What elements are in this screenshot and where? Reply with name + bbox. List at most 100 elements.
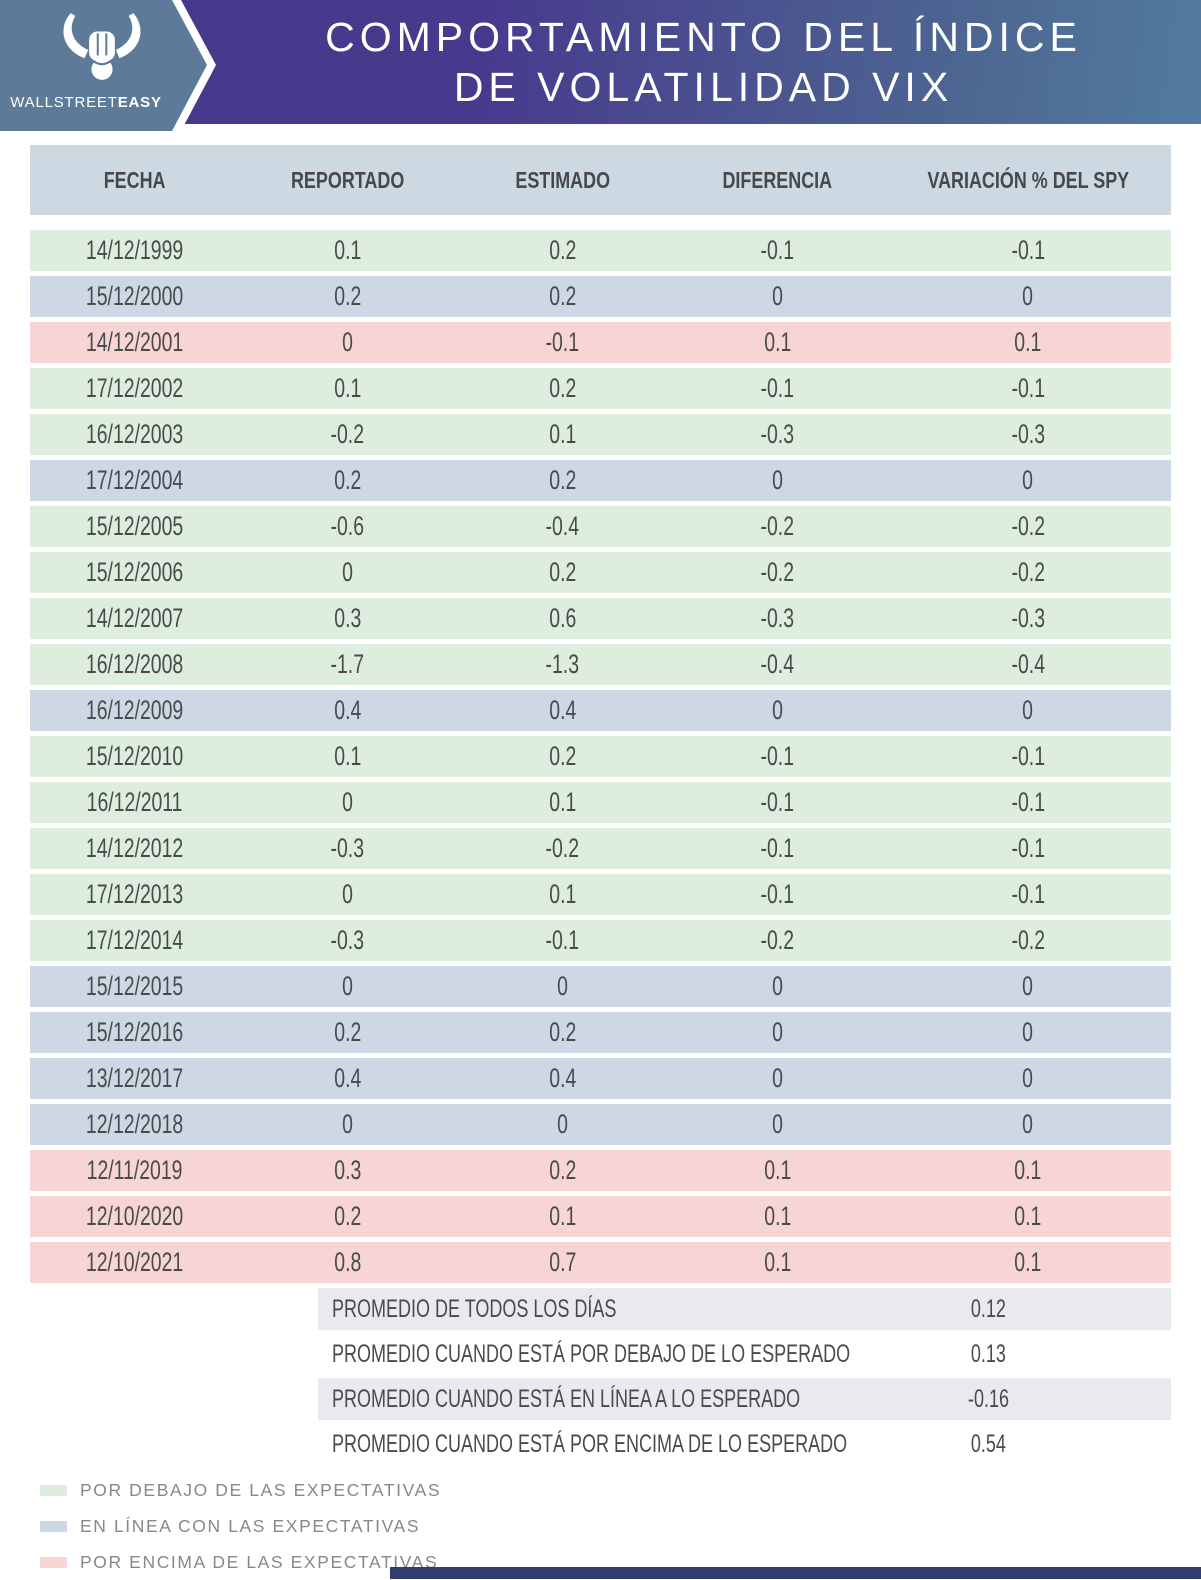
cell-reportado: 0.8 — [240, 1247, 455, 1278]
table-row: 16/12/2008 -1.7 -1.3 -0.4 -0.4 — [30, 644, 1171, 685]
cell-fecha: 13/12/2017 — [30, 1063, 240, 1094]
cell-reportado-value: 0.2 — [333, 1201, 362, 1231]
summary-section: PROMEDIO DE TODOS LOS DÍAS 0.12 PROMEDIO… — [318, 1288, 1171, 1465]
summary-value-cell: 0.13 — [908, 1340, 1068, 1369]
cell-fecha: 17/12/2014 — [30, 925, 240, 956]
cell-estimado-value: -0.1 — [545, 327, 580, 357]
cell-fecha-value: 16/12/2011 — [87, 787, 183, 817]
cell-variacion-spy-value: -0.1 — [1011, 879, 1045, 909]
vix-table: FECHA REPORTADO ESTIMADO DIFERENCIA VARI… — [30, 145, 1171, 1580]
logo-text: WALLSTREETEASY — [0, 94, 172, 111]
cell-reportado-value: 0 — [342, 971, 353, 1001]
cell-estimado: 0 — [455, 1109, 670, 1140]
cell-diferencia: -0.1 — [670, 833, 885, 864]
legend-swatch-icon — [40, 1484, 67, 1496]
cell-variacion-spy: 0 — [885, 971, 1171, 1002]
cell-variacion-spy-value: 0.1 — [1014, 327, 1042, 357]
cell-estimado: 0.1 — [455, 419, 670, 450]
cell-reportado-value: 0.2 — [333, 465, 362, 495]
title-line-2: DE VOLATILIDAD VIX — [453, 64, 954, 110]
legend-item: POR ENCIMA DE LAS EXPECTATIVAS — [40, 1544, 1171, 1580]
cell-fecha-value: 15/12/2015 — [86, 971, 184, 1001]
cell-variacion-spy: 0.1 — [885, 1155, 1171, 1186]
cell-estimado-value: 0.2 — [548, 235, 577, 265]
cell-variacion-spy: 0.1 — [885, 327, 1171, 358]
cell-fecha-value: 16/12/2003 — [86, 419, 184, 449]
cell-variacion-spy: 0 — [885, 1109, 1171, 1140]
cell-estimado-value: 0.7 — [548, 1247, 577, 1277]
cell-variacion-spy-value: 0 — [1022, 695, 1034, 725]
cell-fecha: 12/11/2019 — [30, 1155, 240, 1186]
summary-row: PROMEDIO DE TODOS LOS DÍAS 0.12 — [318, 1288, 1171, 1330]
cell-variacion-spy-value: -0.4 — [1011, 649, 1045, 679]
cell-estimado: 0.2 — [455, 1017, 670, 1048]
table-row: 12/11/2019 0.3 0.2 0.1 0.1 — [30, 1150, 1171, 1191]
cell-reportado-value: -1.7 — [330, 649, 365, 679]
cell-diferencia-value: 0.1 — [763, 1247, 792, 1277]
cell-estimado-value: -0.2 — [545, 833, 580, 863]
logo-block: WALLSTREETEASY — [0, 0, 216, 131]
cell-variacion-spy-value: -0.1 — [1011, 235, 1045, 265]
summary-row: PROMEDIO CUANDO ESTÁ POR ENCIMA DE LO ES… — [318, 1423, 1171, 1465]
cell-fecha: 16/12/2009 — [30, 695, 240, 726]
cell-reportado-value: 0 — [342, 557, 353, 587]
cell-fecha-value: 17/12/2004 — [86, 465, 184, 495]
cell-reportado: -0.2 — [240, 419, 455, 450]
table-row: 14/12/2007 0.3 0.6 -0.3 -0.3 — [30, 598, 1171, 639]
footer-bar — [390, 1567, 1201, 1579]
cell-fecha-value: 12/11/2019 — [87, 1155, 183, 1185]
table-row: 15/12/2016 0.2 0.2 0 0 — [30, 1012, 1171, 1053]
column-header-label: DIFERENCIA — [722, 166, 833, 193]
summary-label: PROMEDIO CUANDO ESTÁ EN LÍNEA A LO ESPER… — [332, 1384, 801, 1413]
cell-fecha-value: 14/12/2001 — [86, 327, 184, 357]
cell-fecha-value: 14/12/2012 — [86, 833, 184, 863]
cell-fecha-value: 15/12/2005 — [86, 511, 184, 541]
cell-estimado: 0.2 — [455, 741, 670, 772]
cell-estimado: 0.4 — [455, 695, 670, 726]
cell-estimado: 0.2 — [455, 557, 670, 588]
column-header-label: REPORTADO — [290, 166, 405, 193]
cell-fecha-value: 17/12/2013 — [86, 879, 184, 909]
cell-reportado: 0 — [240, 557, 455, 588]
cell-fecha-value: 16/12/2009 — [86, 695, 184, 725]
cell-variacion-spy-value: 0.1 — [1014, 1155, 1042, 1185]
column-header-label: ESTIMADO — [515, 166, 610, 193]
cell-estimado: -0.1 — [455, 925, 670, 956]
cell-diferencia: 0.1 — [670, 327, 885, 358]
summary-value: -0.16 — [967, 1384, 1009, 1413]
cell-diferencia-value: -0.2 — [760, 557, 795, 587]
summary-label: PROMEDIO CUANDO ESTÁ POR ENCIMA DE LO ES… — [332, 1429, 848, 1458]
cell-variacion-spy: -0.1 — [885, 373, 1171, 404]
cell-estimado-value: 0.6 — [548, 603, 577, 633]
cell-variacion-spy-value: -0.2 — [1011, 511, 1045, 541]
bull-logo-icon — [63, 13, 141, 80]
cell-variacion-spy: 0.1 — [885, 1201, 1171, 1232]
cell-variacion-spy-value: -0.2 — [1011, 925, 1045, 955]
table-row: 17/12/2013 0 0.1 -0.1 -0.1 — [30, 874, 1171, 915]
cell-variacion-spy: -0.3 — [885, 419, 1171, 450]
cell-fecha: 12/10/2021 — [30, 1247, 240, 1278]
cell-reportado: 0.4 — [240, 695, 455, 726]
cell-fecha: 15/12/2016 — [30, 1017, 240, 1048]
cell-variacion-spy: 0 — [885, 281, 1171, 312]
header-banner: WALLSTREETEASY COMPORTAMIENTO DEL ÍNDICE… — [0, 0, 1201, 131]
summary-label: PROMEDIO CUANDO ESTÁ POR DEBAJO DE LO ES… — [332, 1339, 851, 1368]
cell-estimado: -0.4 — [455, 511, 670, 542]
cell-estimado: 0.1 — [455, 787, 670, 818]
table-row: 15/12/2000 0.2 0.2 0 0 — [30, 276, 1171, 317]
cell-reportado-value: -0.3 — [330, 833, 365, 863]
title-line-1: COMPORTAMIENTO DEL ÍNDICE — [325, 14, 1082, 60]
cell-variacion-spy: -0.1 — [885, 741, 1171, 772]
cell-fecha-value: 15/12/2000 — [86, 281, 184, 311]
cell-fecha: 17/12/2002 — [30, 373, 240, 404]
table-row: 16/12/2011 0 0.1 -0.1 -0.1 — [30, 782, 1171, 823]
cell-estimado: 0.2 — [455, 465, 670, 496]
cell-estimado-value: 0.2 — [548, 281, 577, 311]
cell-variacion-spy-value: -0.2 — [1011, 557, 1045, 587]
cell-fecha-value: 15/12/2010 — [86, 741, 184, 771]
cell-variacion-spy: -0.2 — [885, 925, 1171, 956]
cell-estimado-value: 0.2 — [548, 465, 577, 495]
cell-reportado-value: 0 — [342, 327, 353, 357]
cell-variacion-spy-value: 0 — [1022, 971, 1034, 1001]
table-row: 13/12/2017 0.4 0.4 0 0 — [30, 1058, 1171, 1099]
